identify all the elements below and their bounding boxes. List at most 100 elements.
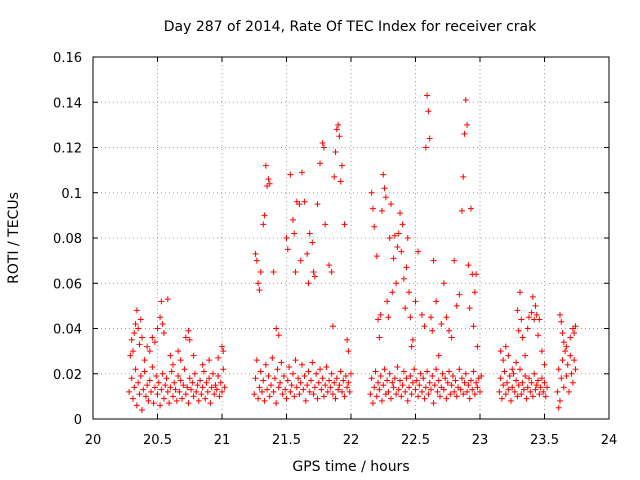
data-point [571, 357, 578, 364]
data-point [378, 397, 385, 404]
data-point [386, 370, 393, 377]
data-point [394, 363, 401, 370]
data-point [465, 262, 472, 269]
data-point [150, 400, 157, 407]
data-point [158, 298, 165, 305]
data-point [167, 352, 174, 359]
data-point [278, 359, 285, 366]
data-point [409, 336, 416, 343]
data-point [173, 397, 180, 404]
data-point [397, 377, 404, 384]
data-point [515, 327, 522, 334]
data-point [376, 334, 383, 341]
data-point [433, 366, 440, 373]
data-point [128, 336, 135, 343]
data-point [193, 388, 200, 395]
data-point [368, 189, 375, 196]
data-point [166, 400, 173, 407]
x-tick-label: 20 [85, 433, 102, 448]
data-point [538, 375, 545, 382]
data-point [389, 379, 396, 386]
data-point [291, 393, 298, 400]
data-point [430, 400, 437, 407]
data-point [329, 391, 336, 398]
data-point [199, 361, 206, 368]
data-point [371, 384, 378, 391]
data-point [415, 248, 422, 255]
data-point [571, 330, 578, 337]
data-point [129, 395, 136, 402]
data-point [443, 314, 450, 321]
data-point [206, 375, 213, 382]
data-point [404, 397, 411, 404]
data-point [446, 368, 453, 375]
data-point [427, 314, 434, 321]
data-point [283, 395, 290, 402]
data-point [305, 280, 312, 287]
data-point [190, 393, 197, 400]
data-point [288, 382, 295, 389]
data-point [384, 298, 391, 305]
data-point [381, 366, 388, 373]
data-point [262, 361, 269, 368]
data-point [377, 311, 384, 318]
data-point [168, 368, 175, 375]
data-point [270, 268, 277, 275]
data-point [515, 382, 522, 389]
data-point [510, 370, 517, 377]
data-point [279, 391, 286, 398]
data-point [375, 316, 382, 323]
data-point [514, 307, 521, 314]
data-point [286, 363, 293, 370]
data-point [516, 289, 523, 296]
data-point [377, 373, 384, 380]
data-point [440, 280, 447, 287]
data-point [261, 212, 268, 219]
data-point [132, 320, 139, 327]
data-point [535, 332, 542, 339]
data-point [280, 373, 287, 380]
data-point [376, 386, 383, 393]
data-point [181, 366, 188, 373]
data-point [338, 162, 345, 169]
data-point [180, 382, 187, 389]
data-point [253, 357, 260, 364]
data-point [265, 373, 272, 380]
data-point [322, 382, 329, 389]
data-point [403, 264, 410, 271]
data-point [326, 377, 333, 384]
data-point [126, 388, 133, 395]
data-point [257, 268, 264, 275]
data-point [311, 273, 318, 280]
data-point [417, 370, 424, 377]
data-point [266, 180, 273, 187]
data-point [387, 395, 394, 402]
data-point [328, 370, 335, 377]
data-point [338, 388, 345, 395]
data-point [544, 384, 551, 391]
data-point [191, 370, 198, 377]
data-point [513, 359, 520, 366]
data-point [204, 388, 211, 395]
data-point [314, 395, 321, 402]
data-point [153, 373, 160, 380]
data-point [301, 373, 308, 380]
data-point [500, 382, 507, 389]
data-point [440, 386, 447, 393]
data-point [461, 130, 468, 137]
data-point [282, 386, 289, 393]
data-point [527, 388, 534, 395]
data-point [563, 373, 570, 380]
data-point [323, 363, 330, 370]
data-point [409, 379, 416, 386]
data-point [327, 384, 334, 391]
data-point [331, 379, 338, 386]
data-point [346, 388, 353, 395]
data-point [151, 339, 158, 346]
data-point [449, 373, 456, 380]
data-point [190, 352, 197, 359]
data-point [163, 375, 170, 382]
data-point [458, 207, 465, 214]
data-point [287, 388, 294, 395]
data-point [271, 375, 278, 382]
